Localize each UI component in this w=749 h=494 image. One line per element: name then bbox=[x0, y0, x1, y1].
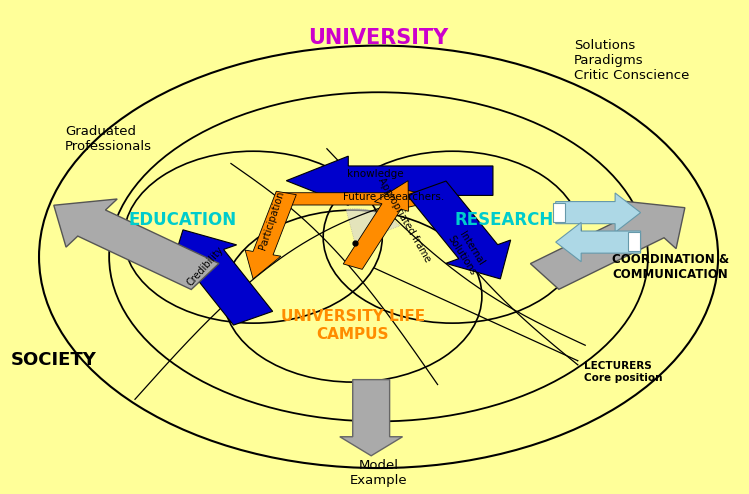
Text: Internal
Solutions: Internal Solutions bbox=[446, 227, 488, 277]
Polygon shape bbox=[556, 193, 640, 232]
Text: UNIVERSITY: UNIVERSITY bbox=[309, 28, 449, 48]
Polygon shape bbox=[245, 191, 297, 279]
Text: EDUCATION: EDUCATION bbox=[129, 211, 237, 229]
Text: COORDINATION &
COMMUNICATION: COORDINATION & COMMUNICATION bbox=[611, 252, 729, 281]
Text: SOCIETY: SOCIETY bbox=[10, 351, 97, 369]
Polygon shape bbox=[54, 199, 219, 289]
Text: Solutions
Paradigms
Critic Conscience: Solutions Paradigms Critic Conscience bbox=[574, 39, 690, 82]
Polygon shape bbox=[286, 156, 493, 205]
Text: UNIVERSITY LIFE
CAMPUS: UNIVERSITY LIFE CAMPUS bbox=[281, 309, 425, 342]
FancyBboxPatch shape bbox=[554, 204, 565, 222]
Text: Credibility: Credibility bbox=[185, 245, 225, 288]
Text: Graduated
Professionals: Graduated Professionals bbox=[65, 125, 152, 153]
Text: LECTURERS
Core position: LECTURERS Core position bbox=[583, 362, 662, 383]
Polygon shape bbox=[340, 379, 402, 456]
Polygon shape bbox=[172, 230, 273, 325]
FancyBboxPatch shape bbox=[628, 232, 640, 251]
Text: Participation: Participation bbox=[258, 189, 286, 251]
Text: knowledge: knowledge bbox=[348, 169, 404, 179]
Text: Appropriated frame: Appropriated frame bbox=[376, 176, 433, 264]
Polygon shape bbox=[556, 222, 640, 262]
Wedge shape bbox=[346, 208, 400, 243]
Polygon shape bbox=[343, 181, 408, 269]
Polygon shape bbox=[530, 201, 685, 289]
Text: RESEARCH: RESEARCH bbox=[455, 211, 554, 229]
Polygon shape bbox=[407, 181, 511, 279]
Polygon shape bbox=[282, 188, 445, 210]
Text: Future researchers.: Future researchers. bbox=[343, 192, 444, 202]
Text: Model
Example: Model Example bbox=[350, 459, 407, 487]
